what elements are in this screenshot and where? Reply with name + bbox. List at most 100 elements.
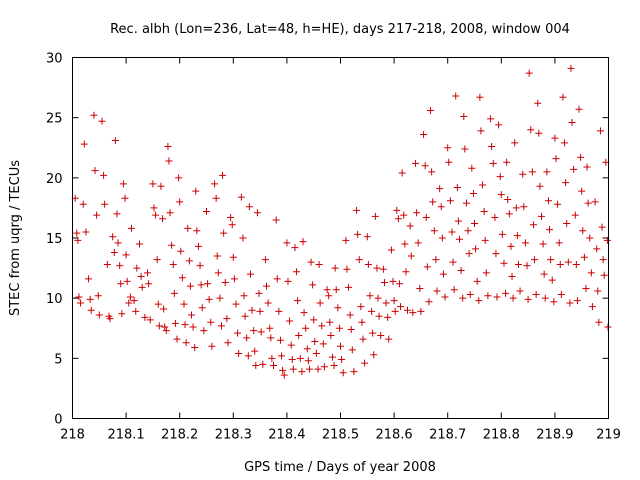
data-point	[543, 168, 551, 176]
data-point	[178, 274, 186, 282]
data-point	[155, 322, 163, 330]
data-point	[395, 280, 403, 288]
data-point	[323, 286, 331, 294]
data-point	[556, 260, 564, 268]
data-point	[275, 307, 283, 315]
data-point	[318, 322, 326, 330]
data-point	[512, 204, 520, 212]
data-point	[200, 327, 208, 335]
y-tick-label: 30	[46, 52, 63, 67]
data-point	[319, 340, 327, 348]
data-point	[500, 259, 508, 267]
data-point	[86, 295, 94, 303]
data-point	[498, 230, 506, 238]
data-point	[468, 164, 476, 172]
data-point	[387, 246, 395, 254]
data-point	[368, 307, 376, 315]
data-point	[354, 230, 362, 238]
data-point	[310, 316, 318, 324]
data-point	[283, 239, 291, 247]
data-point	[267, 334, 275, 342]
data-point	[87, 306, 95, 314]
data-point	[126, 293, 134, 301]
data-point	[366, 292, 374, 300]
data-point	[441, 293, 449, 301]
data-point	[598, 223, 606, 231]
data-point	[327, 331, 335, 339]
data-point	[287, 341, 295, 349]
data-point	[304, 357, 312, 365]
data-point	[525, 69, 533, 77]
data-point	[583, 163, 591, 171]
data-point	[180, 300, 188, 308]
data-point	[508, 273, 516, 281]
data-point	[111, 137, 119, 145]
data-point	[166, 209, 174, 217]
data-point	[481, 236, 489, 244]
data-point	[243, 334, 251, 342]
data-point	[136, 240, 143, 248]
data-point	[445, 158, 453, 166]
data-point	[469, 189, 477, 197]
y-tick-label: 15	[46, 232, 63, 247]
data-point	[409, 309, 417, 317]
data-point	[299, 238, 307, 246]
data-point	[211, 180, 219, 188]
data-point	[593, 245, 601, 253]
data-point	[218, 322, 226, 330]
data-point	[551, 134, 559, 142]
data-point	[476, 93, 484, 101]
data-point	[595, 318, 603, 326]
data-point	[169, 260, 177, 268]
data-point	[284, 277, 292, 285]
data-point	[538, 212, 545, 220]
data-point	[564, 258, 572, 266]
data-point	[253, 209, 261, 217]
data-point	[436, 185, 444, 193]
data-point	[298, 368, 306, 376]
data-point	[237, 193, 245, 201]
data-point	[575, 105, 583, 113]
data-point	[245, 203, 253, 211]
data-point	[423, 263, 431, 271]
data-point	[170, 289, 178, 297]
x-axis-label: GPS time / Days of year 2008	[244, 460, 436, 475]
data-point	[603, 236, 611, 244]
data-point	[400, 211, 408, 219]
data-point	[127, 224, 135, 232]
data-point	[554, 200, 562, 208]
data-point	[234, 329, 242, 337]
data-point	[173, 335, 181, 343]
data-point	[495, 121, 503, 129]
data-point	[414, 239, 422, 247]
data-point	[119, 180, 127, 188]
x-tick-label: 218.2	[161, 428, 198, 443]
data-point	[370, 351, 378, 359]
data-point	[540, 270, 548, 278]
data-point	[332, 286, 340, 294]
data-point	[150, 204, 158, 212]
data-point	[559, 93, 567, 101]
data-point	[230, 275, 238, 283]
data-point	[347, 325, 355, 333]
data-point	[123, 277, 131, 285]
data-point	[462, 199, 470, 207]
data-point	[373, 264, 381, 272]
data-point	[328, 353, 336, 361]
data-point	[145, 280, 153, 288]
data-point	[279, 366, 287, 374]
data-point	[449, 258, 457, 266]
data-point	[176, 198, 184, 206]
data-point	[471, 220, 478, 228]
data-point	[94, 292, 102, 300]
data-point	[309, 281, 317, 289]
data-point	[114, 239, 122, 247]
data-point	[246, 270, 254, 278]
data-point	[573, 297, 581, 305]
data-point	[241, 312, 249, 320]
data-point	[572, 260, 580, 268]
data-point	[116, 262, 124, 270]
data-point	[259, 360, 267, 368]
data-point	[596, 127, 604, 135]
